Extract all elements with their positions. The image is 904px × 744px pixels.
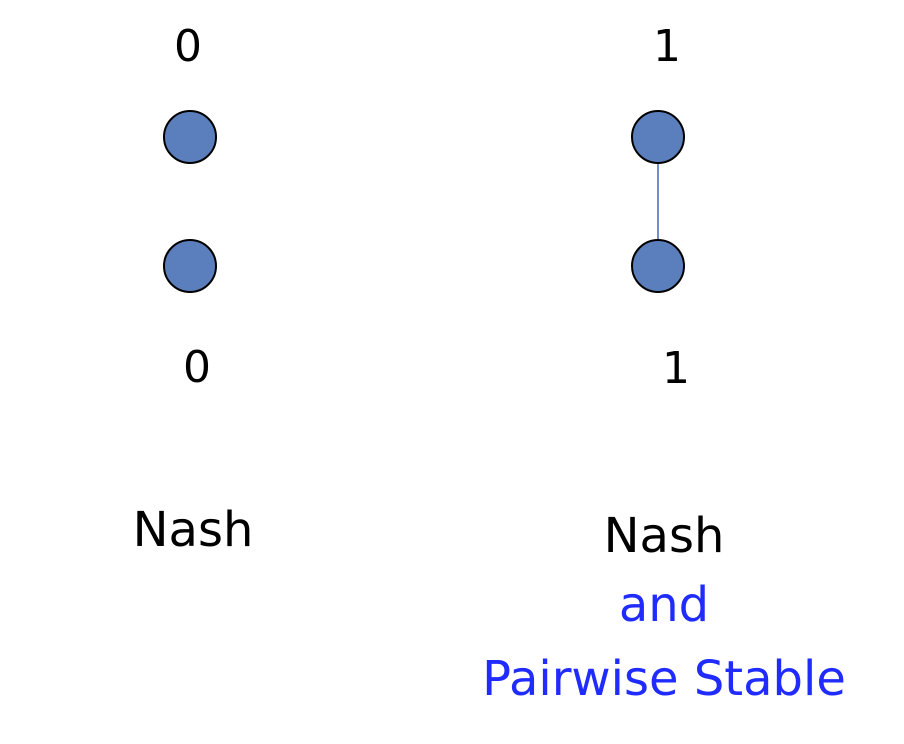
left-top-node [163, 110, 217, 164]
right-network-caption-pairwise-stable: Pairwise Stable [482, 651, 846, 707]
right-top-node [631, 110, 685, 164]
right-network-caption-and: and [618, 577, 710, 633]
right-bottom-node [631, 239, 685, 293]
right-network-caption: Nash [603, 508, 725, 564]
left-bottom-payoff: 0 [183, 342, 211, 393]
right-bottom-payoff: 1 [662, 343, 690, 394]
left-network-caption: Nash [132, 502, 254, 558]
right-top-payoff: 1 [653, 21, 681, 72]
left-bottom-node [163, 239, 217, 293]
left-top-payoff: 0 [174, 21, 202, 72]
